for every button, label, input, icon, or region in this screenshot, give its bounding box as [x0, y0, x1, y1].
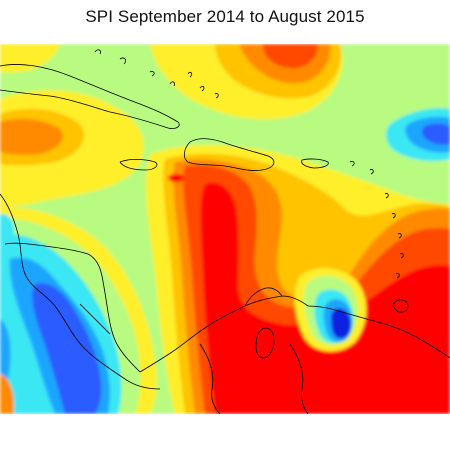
- coastline-cuba: [0, 64, 180, 129]
- wet-zone-west-very: [32, 283, 102, 414]
- coastline-colombia: [139, 295, 309, 373]
- coastline-bahamas: [94, 49, 219, 99]
- dry-zone-north-center-deep: [262, 44, 318, 69]
- map-title: SPI September 2014 to August 2015: [85, 7, 365, 26]
- dry-zone-southwest-corner: [0, 374, 14, 414]
- coastline-venezuela: [307, 305, 450, 359]
- coastline-hispaniola: [184, 138, 275, 171]
- extreme-dry-spot: [168, 174, 184, 182]
- wet-zone-far-west: [0, 213, 15, 269]
- coastlines: [0, 49, 450, 414]
- coastline-jamaica: [119, 158, 158, 171]
- spi-map: [0, 44, 450, 414]
- dry-zone-central-extreme: [200, 182, 450, 414]
- coastline-puerto-rico: [301, 158, 329, 169]
- border-lines: [79, 303, 309, 414]
- slightly-dry-northwest-edge: [0, 44, 60, 73]
- coastline-guajira: [244, 287, 283, 307]
- coastline-central-america: [0, 193, 161, 390]
- dry-zone-northwest-inner: [0, 118, 63, 155]
- wet-zone-northeast-inner: [422, 123, 450, 145]
- coastline-honduras: [4, 242, 141, 373]
- coastline-lesser-antilles: [349, 161, 404, 279]
- coastline-trinidad: [393, 299, 409, 313]
- wet-zone-southeast-d: [331, 308, 352, 339]
- spi-map-canvas: [0, 44, 450, 414]
- coastline-lake-maracaibo: [255, 327, 275, 359]
